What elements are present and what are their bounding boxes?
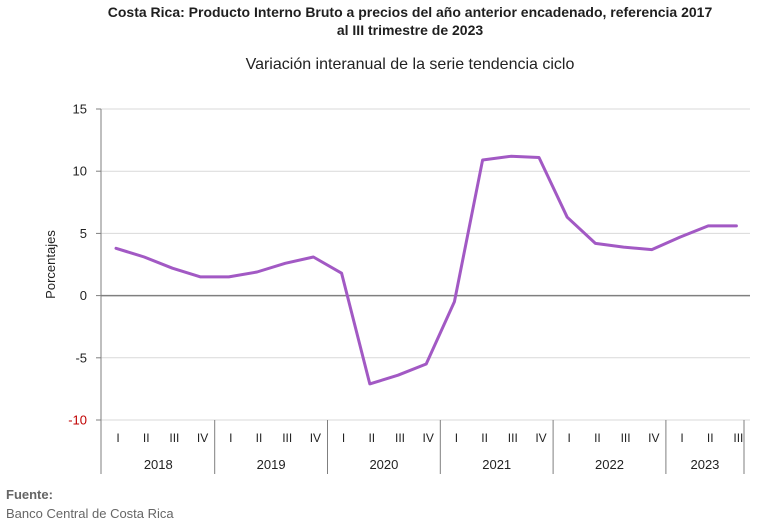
x-tick-label-quarter: II: [368, 431, 375, 445]
x-tick-label-year: 2019: [257, 457, 286, 472]
y-tick-label: 0: [80, 288, 87, 303]
x-tick-label-year: 2018: [144, 457, 173, 472]
x-tick-label-quarter: III: [733, 431, 743, 445]
data-point: [735, 224, 738, 227]
series-line: [114, 154, 738, 386]
source-text: Banco Central de Costa Rica: [6, 506, 174, 521]
x-tick-label-quarter: IV: [197, 431, 208, 445]
data-point: [227, 275, 230, 278]
data-point: [566, 216, 569, 219]
data-point: [707, 224, 710, 227]
x-tick-label-quarter: III: [395, 431, 405, 445]
x-tick-label-quarter: I: [680, 431, 683, 445]
x-tick-label-quarter: II: [143, 431, 150, 445]
x-tick-label-quarter: II: [481, 431, 488, 445]
data-point: [425, 363, 428, 366]
source-label: Fuente:: [6, 487, 53, 502]
x-tick-label-quarter: I: [568, 431, 571, 445]
x-tick-label-quarter: IV: [648, 431, 659, 445]
data-point: [284, 262, 287, 265]
data-point: [509, 155, 512, 158]
y-tick-label: -10: [68, 413, 87, 428]
x-tick-label-year: 2022: [595, 457, 624, 472]
data-point: [256, 270, 259, 273]
data-point: [312, 256, 315, 259]
series-layer: [114, 154, 738, 386]
x-tick-label-quarter: III: [508, 431, 518, 445]
x-tick-label-quarter: I: [342, 431, 345, 445]
x-tick-label-year: 2021: [482, 457, 511, 472]
chart-title-line-1: Costa Rica: Producto Interno Bruto a pre…: [107, 4, 713, 20]
y-axis-label: Porcentajes: [43, 230, 58, 299]
data-point: [594, 242, 597, 245]
chart-title-line-2: al III trimestre de 2023: [336, 22, 484, 38]
x-tick-label-quarter: IV: [423, 431, 434, 445]
chart-subtitle: Variación interanual de la serie tendenc…: [245, 56, 575, 73]
x-tick-label-quarter: II: [707, 431, 714, 445]
y-tick-label: -5: [75, 350, 87, 365]
y-axis-ticks: 15 10 5 0 -5 -10: [68, 102, 102, 428]
x-axis: I II III IV I II III IV I II III IV I II III IV I II III IV…: [100, 420, 745, 474]
x-tick-label-quarter: IV: [310, 431, 321, 445]
data-point: [199, 275, 202, 278]
data-point: [340, 272, 343, 275]
x-tick-label-year: 2023: [690, 457, 719, 472]
data-point: [397, 374, 400, 377]
data-point: [115, 247, 118, 250]
data-point: [368, 382, 371, 385]
x-tick-label-quarter: II: [594, 431, 601, 445]
chart-title: Costa Rica: Producto Interno Bruto a pre…: [0, 3, 784, 39]
x-tick-label-quarter: II: [256, 431, 263, 445]
grid-lines: [101, 108, 750, 421]
data-point: [481, 159, 484, 162]
x-tick-label-quarter: III: [169, 431, 179, 445]
data-point: [679, 236, 682, 239]
x-tick-label-quarter: III: [621, 431, 631, 445]
data-point: [143, 256, 146, 259]
y-tick-label: 15: [73, 102, 87, 117]
x-tick-label-quarter: III: [282, 431, 292, 445]
source-note: Fuente: Banco Central de Costa Rica: [6, 487, 174, 521]
y-tick-label: 5: [80, 226, 87, 241]
x-tick-label-quarter: IV: [535, 431, 546, 445]
data-point: [650, 248, 653, 251]
y-tick-label: 10: [73, 164, 87, 179]
x-tick-label-quarter: I: [455, 431, 458, 445]
data-point: [171, 267, 174, 270]
x-tick-label-year: 2020: [369, 457, 398, 472]
data-point: [453, 300, 456, 303]
x-tick-label-quarter: I: [229, 431, 232, 445]
data-point: [538, 156, 541, 159]
data-point: [622, 246, 625, 249]
x-tick-label-quarter: I: [116, 431, 119, 445]
